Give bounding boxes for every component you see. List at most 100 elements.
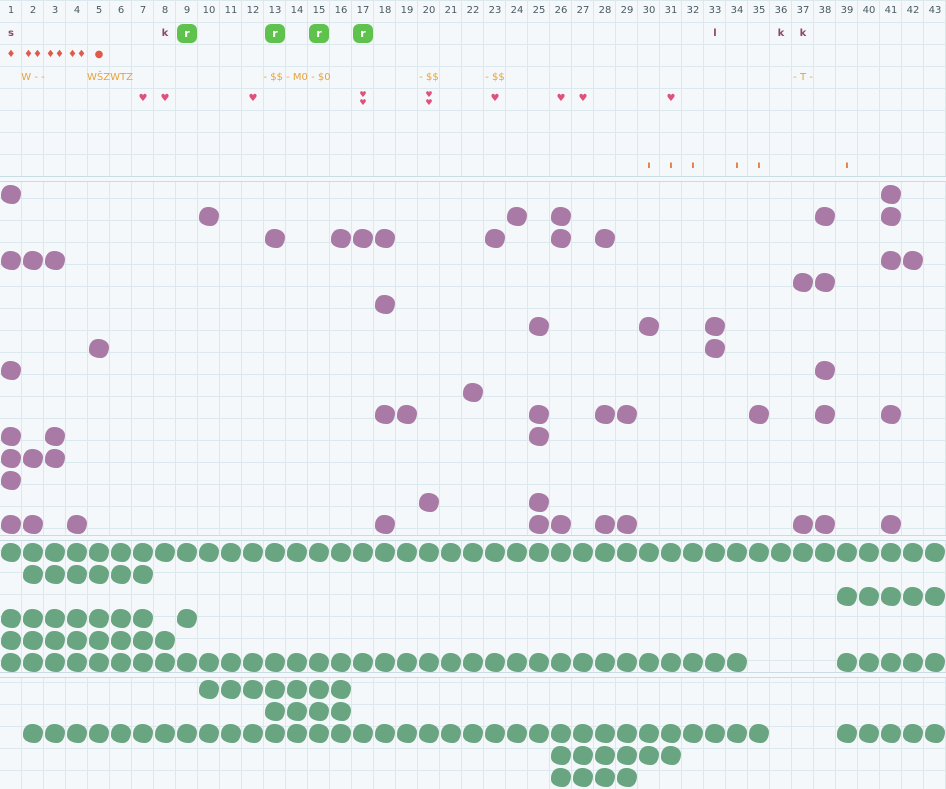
green-block[interactable] (528, 722, 550, 744)
green-block[interactable] (462, 722, 484, 744)
green-block[interactable] (264, 700, 286, 722)
purple-block[interactable] (0, 359, 22, 381)
purple-block[interactable] (550, 205, 572, 227)
green-block[interactable] (572, 744, 594, 766)
green-block[interactable] (484, 722, 506, 744)
green-block[interactable] (396, 541, 418, 563)
green-block[interactable] (330, 678, 352, 700)
purple-block[interactable] (418, 491, 440, 513)
purple-block[interactable] (550, 513, 572, 535)
green-block[interactable] (726, 722, 748, 744)
green-block[interactable] (154, 722, 176, 744)
green-block[interactable] (66, 607, 88, 629)
green-block[interactable] (374, 651, 396, 673)
r-button[interactable]: r (308, 22, 330, 44)
green-block[interactable] (902, 585, 924, 607)
green-block[interactable] (44, 607, 66, 629)
green-block[interactable] (594, 651, 616, 673)
green-block[interactable] (484, 651, 506, 673)
green-block[interactable] (418, 651, 440, 673)
purple-block[interactable] (814, 271, 836, 293)
purple-block[interactable] (374, 513, 396, 535)
purple-block[interactable] (638, 315, 660, 337)
green-block[interactable] (638, 541, 660, 563)
purple-block[interactable] (396, 403, 418, 425)
r-button[interactable]: r (352, 22, 374, 44)
green-block[interactable] (638, 744, 660, 766)
green-block[interactable] (330, 651, 352, 673)
green-block[interactable] (220, 678, 242, 700)
green-block[interactable] (726, 541, 748, 563)
green-block[interactable] (594, 722, 616, 744)
green-block[interactable] (880, 651, 902, 673)
green-block[interactable] (924, 722, 946, 744)
green-block[interactable] (396, 722, 418, 744)
purple-block[interactable] (44, 249, 66, 271)
purple-block[interactable] (880, 183, 902, 205)
green-block[interactable] (682, 541, 704, 563)
purple-block[interactable] (880, 249, 902, 271)
green-block[interactable] (44, 541, 66, 563)
green-block[interactable] (924, 585, 946, 607)
green-block[interactable] (594, 744, 616, 766)
green-block[interactable] (352, 541, 374, 563)
green-block[interactable] (198, 678, 220, 700)
green-block[interactable] (176, 607, 198, 629)
green-block[interactable] (308, 700, 330, 722)
green-block[interactable] (220, 651, 242, 673)
purple-block[interactable] (528, 315, 550, 337)
green-block[interactable] (506, 651, 528, 673)
green-block[interactable] (198, 722, 220, 744)
green-block[interactable] (594, 541, 616, 563)
r-button[interactable]: r (264, 22, 286, 44)
green-block[interactable] (880, 722, 902, 744)
purple-block[interactable] (528, 491, 550, 513)
purple-block[interactable] (594, 513, 616, 535)
green-block[interactable] (858, 651, 880, 673)
purple-block[interactable] (792, 513, 814, 535)
green-block[interactable] (748, 722, 770, 744)
green-block[interactable] (374, 722, 396, 744)
green-block[interactable] (132, 722, 154, 744)
green-block[interactable] (880, 585, 902, 607)
purple-block[interactable] (0, 183, 22, 205)
purple-block[interactable] (462, 381, 484, 403)
green-block[interactable] (154, 541, 176, 563)
green-block[interactable] (264, 678, 286, 700)
green-block[interactable] (308, 722, 330, 744)
green-block[interactable] (902, 722, 924, 744)
green-block[interactable] (836, 722, 858, 744)
green-block[interactable] (550, 766, 572, 788)
green-block[interactable] (638, 722, 660, 744)
purple-block[interactable] (880, 513, 902, 535)
green-block[interactable] (352, 722, 374, 744)
green-block[interactable] (330, 722, 352, 744)
green-block[interactable] (726, 651, 748, 673)
purple-block[interactable] (374, 227, 396, 249)
green-block[interactable] (198, 651, 220, 673)
green-block[interactable] (572, 766, 594, 788)
purple-block[interactable] (88, 337, 110, 359)
green-block[interactable] (572, 722, 594, 744)
green-block[interactable] (22, 722, 44, 744)
letter-marker[interactable]: k (777, 27, 785, 39)
green-block[interactable] (682, 651, 704, 673)
green-block[interactable] (616, 541, 638, 563)
purple-block[interactable] (22, 249, 44, 271)
green-block[interactable] (264, 722, 286, 744)
green-block[interactable] (286, 541, 308, 563)
green-block[interactable] (286, 700, 308, 722)
purple-block[interactable] (0, 249, 22, 271)
green-block[interactable] (528, 541, 550, 563)
purple-block[interactable] (66, 513, 88, 535)
green-block[interactable] (462, 651, 484, 673)
green-block[interactable] (176, 651, 198, 673)
green-block[interactable] (22, 629, 44, 651)
green-block[interactable] (66, 651, 88, 673)
green-block[interactable] (836, 541, 858, 563)
green-block[interactable] (572, 541, 594, 563)
green-block[interactable] (44, 563, 66, 585)
green-block[interactable] (616, 744, 638, 766)
green-block[interactable] (66, 629, 88, 651)
green-block[interactable] (704, 651, 726, 673)
